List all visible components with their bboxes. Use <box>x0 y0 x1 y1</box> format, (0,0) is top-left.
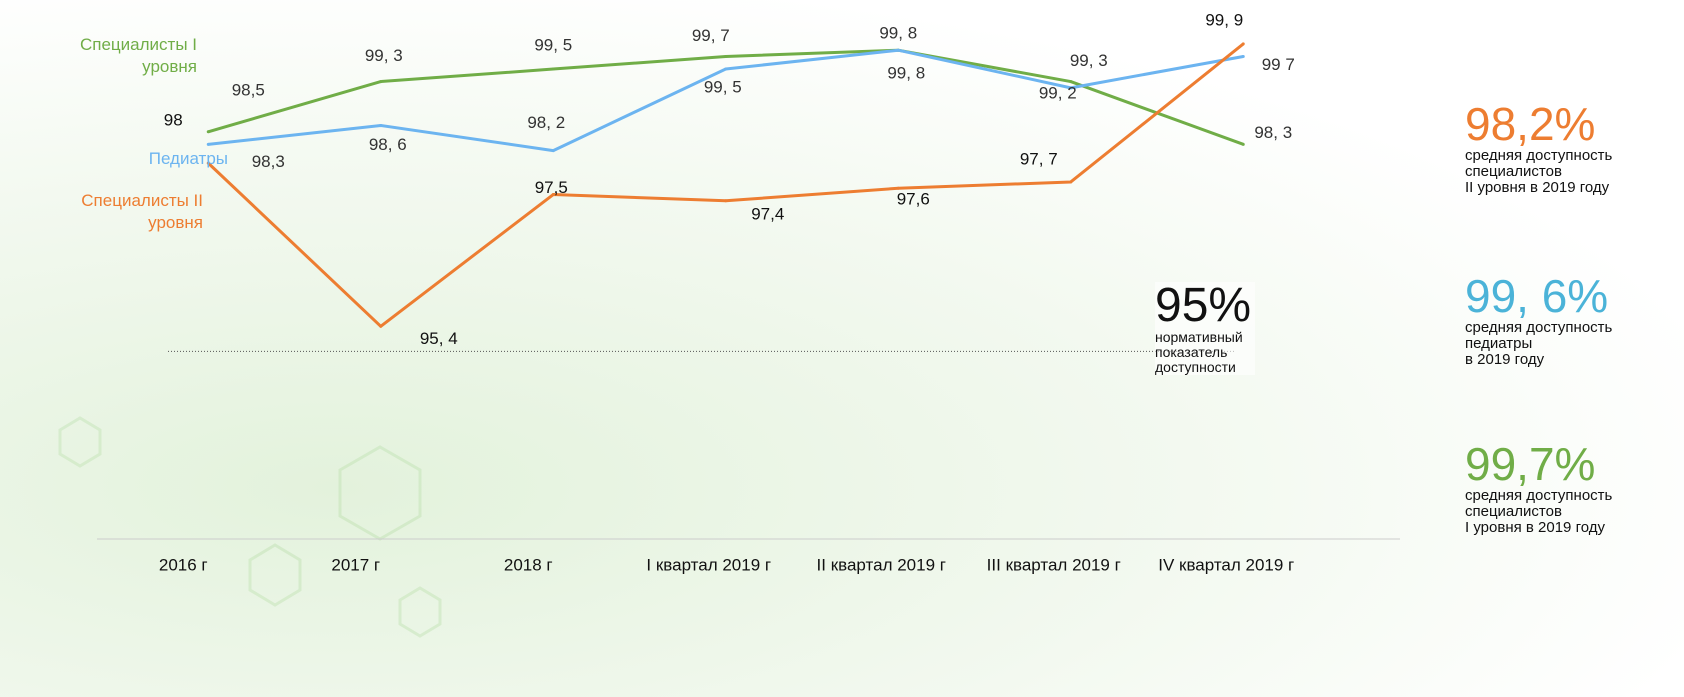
data-label: 99, 7 <box>692 26 730 45</box>
data-label: 97,4 <box>751 204 784 223</box>
data-point <box>379 325 382 328</box>
stat-text: специалистов <box>1465 504 1684 520</box>
stat-text: в 2019 году <box>1465 352 1684 368</box>
data-point <box>1242 55 1245 58</box>
body: {"chart_data": {"type": "line", "categor… <box>0 0 1684 697</box>
data-label: 99, 3 <box>365 46 403 65</box>
x-tick-label: II квартал 2019 г <box>817 555 946 574</box>
data-point <box>1069 180 1072 183</box>
legend-item: Специалисты I уровня <box>37 34 197 78</box>
data-point <box>552 68 555 71</box>
data-label: 95, 4 <box>420 329 458 348</box>
data-label: 98,5 <box>232 80 265 99</box>
data-label: 98, 6 <box>369 135 407 154</box>
data-point <box>897 49 900 52</box>
data-label: 97,5 <box>535 178 568 197</box>
data-label: 99, 8 <box>879 24 917 43</box>
x-tick-label: IV квартал 2019 г <box>1158 555 1294 574</box>
data-point <box>552 149 555 152</box>
data-point <box>207 143 210 146</box>
data-label: 98, 2 <box>527 113 565 132</box>
data-point <box>1242 143 1245 146</box>
x-tick-label: 2016 г <box>159 555 208 574</box>
stat-text: специалистов <box>1465 164 1684 180</box>
reference-text: доступности <box>1155 360 1251 375</box>
stat-value: 98,2% <box>1465 100 1684 148</box>
stat-text: I уровня в 2019 году <box>1465 520 1684 536</box>
data-label: 99, 5 <box>704 78 742 97</box>
stat-text: средняя доступность <box>1465 320 1684 336</box>
data-point <box>379 80 382 83</box>
data-label: 99, 3 <box>1070 51 1108 70</box>
data-label: 98, 3 <box>1254 123 1292 142</box>
legend-item: Специалисты II уровня <box>43 190 203 234</box>
x-tick-label: 2018 г <box>504 555 553 574</box>
data-label: 99, 8 <box>887 64 925 83</box>
data-point <box>207 130 210 133</box>
reference-value: 95% <box>1155 282 1251 330</box>
stat-value: 99, 6% <box>1465 272 1684 320</box>
x-tick-label: III квартал 2019 г <box>987 555 1121 574</box>
x-tick-label: I квартал 2019 г <box>646 555 771 574</box>
reference-text: показатель <box>1155 345 1251 360</box>
data-label: 98,3 <box>252 152 285 171</box>
data-point <box>724 68 727 71</box>
stat-text: средняя доступность <box>1465 488 1684 504</box>
data-label: 97,6 <box>897 190 930 209</box>
stat-text: II уровня в 2019 году <box>1465 180 1684 196</box>
data-point <box>379 124 382 127</box>
data-point <box>1242 42 1245 45</box>
data-point <box>724 55 727 58</box>
stat-value: 99,7% <box>1465 440 1684 488</box>
x-tick-label: 2017 г <box>331 555 380 574</box>
data-label: 99, 5 <box>534 36 572 55</box>
stat-text: педиатры <box>1465 336 1684 352</box>
legend-item: Педиатры <box>68 148 228 170</box>
data-point <box>724 199 727 202</box>
data-label: 98 <box>164 111 183 130</box>
reference-label: 95% нормативный показатель доступности <box>1155 282 1255 375</box>
data-label: 97, 7 <box>1020 149 1058 168</box>
data-label: 99, 2 <box>1039 83 1077 102</box>
chart: 2016 г 2017 г 2018 г I квартал 2019 г II ква… <box>0 0 1684 697</box>
stat-text: средняя доступность <box>1465 148 1684 164</box>
page: Доступность html, body { margin: 0; padd… <box>0 0 1684 697</box>
data-label: 99 7 <box>1262 55 1295 74</box>
reference-text: нормативный <box>1155 330 1251 345</box>
data-label: 99, 9 <box>1205 10 1243 29</box>
hexagon-decor <box>60 418 440 636</box>
